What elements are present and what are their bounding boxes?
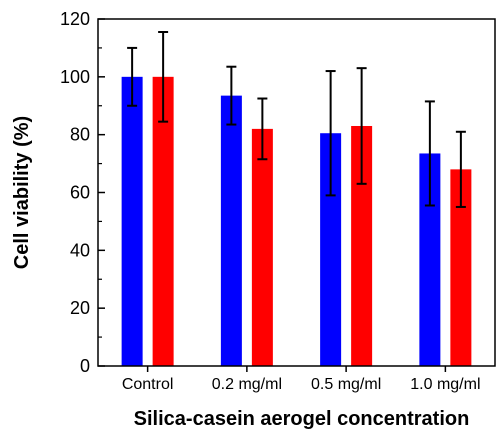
y-tick-label: 60 (70, 183, 90, 203)
bar (351, 125, 373, 366)
error-bar (226, 65, 237, 126)
x-tick-label: Control (122, 376, 174, 393)
y-tick-label: 100 (60, 67, 90, 87)
x-axis: Control 0.2 mg/ml 0.5 mg/ml 1.0 mg/ml (122, 366, 481, 393)
y-axis-title: Cell viability (%) (11, 116, 33, 269)
error-bar (455, 130, 466, 208)
y-axis: 0 20 40 60 80 100 120 (60, 9, 105, 376)
bar (152, 76, 174, 366)
bar (220, 95, 242, 367)
x-tick-label: 0.2 mg/ml (212, 376, 282, 393)
y-tick-label: 80 (70, 125, 90, 145)
error-bar (424, 100, 435, 207)
y-tick-label: 120 (60, 9, 90, 29)
bars-layer (121, 76, 472, 367)
y-tick-label: 40 (70, 240, 90, 260)
error-bar (158, 31, 169, 123)
error-bars-layer (127, 31, 466, 208)
error-bar (325, 70, 336, 197)
error-bar (356, 67, 367, 185)
x-tick-label: 1.0 mg/ml (410, 376, 480, 393)
bar (121, 76, 143, 366)
error-bar (127, 46, 138, 107)
bar (251, 128, 273, 366)
x-tick-label: 0.5 mg/ml (311, 376, 381, 393)
bar (450, 169, 472, 366)
y-tick-label: 0 (80, 356, 90, 376)
y-tick-label: 20 (70, 298, 90, 318)
error-bar (257, 97, 268, 161)
bar (419, 153, 441, 366)
bar (320, 133, 342, 366)
x-axis-title: Silica-casein aerogel concentration (134, 408, 470, 430)
